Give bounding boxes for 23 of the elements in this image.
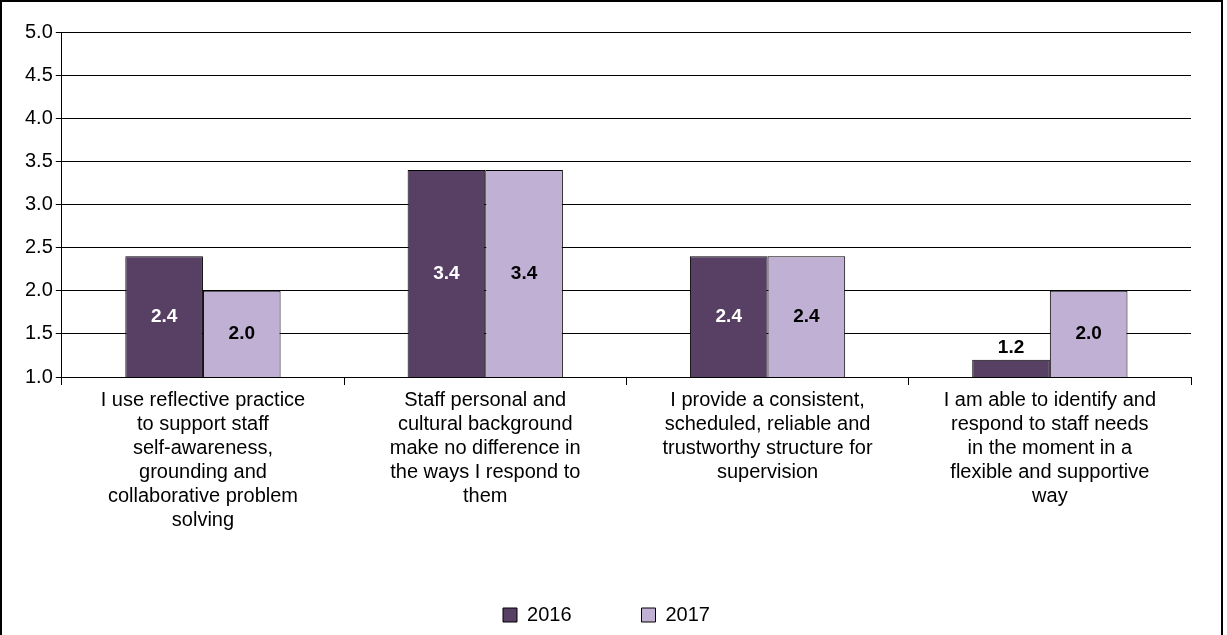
y-tick-label: 1.0 [24,364,53,387]
y-tick-label: 4.0 [24,105,53,128]
y-tick-label: 4.5 [24,62,53,85]
y-tick-label: 3.5 [24,148,53,171]
legend-label: 2017 [665,602,710,625]
data-label: 3.4 [510,261,538,283]
legend-label: 2016 [527,602,572,625]
x-tick-label: I am able to identify and respond to staff needs in the moment in a flexible and supportive way [943,387,1157,506]
data-label: 2.4 [793,304,820,326]
x-tick-label: Staff personal and cultural background make no difference in the ways I respond to them [389,387,581,506]
data-label: 2.0 [228,322,255,344]
data-label: 3.4 [433,261,461,283]
data-label: 2.4 [150,304,178,326]
data-label: 2.4 [715,304,743,326]
x-tick-label: I provide a consistent, scheduled, reliable and trustworthy structure for supervision [662,387,873,482]
y-tick-label: 5.0 [24,19,53,42]
y-tick-label: 2.0 [24,278,53,301]
y-tick-label: 2.5 [24,235,53,258]
data-label: 1.2 [997,335,1025,357]
x-tick-label: I use reflective practice to support staff self-awareness, grounding and collaborative problem solving [100,387,306,530]
data-label: 2.0 [1075,322,1102,344]
y-tick-label: 1.5 [24,321,53,344]
y-tick-label: 3.0 [24,192,53,215]
